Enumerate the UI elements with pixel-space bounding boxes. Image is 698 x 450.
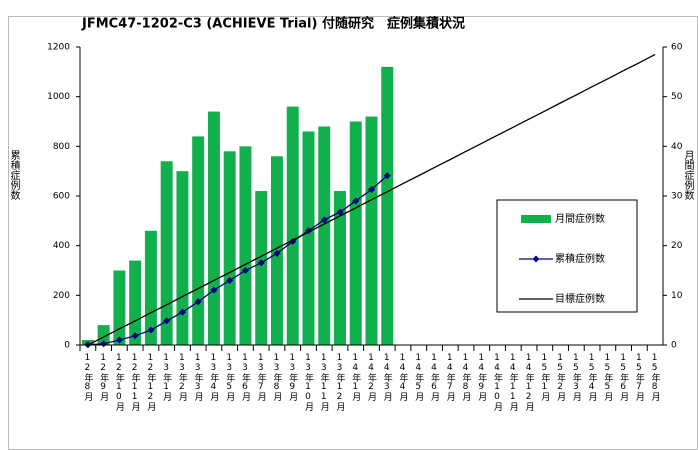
x-tick-label: 14年4月 <box>398 353 409 402</box>
point <box>383 172 391 180</box>
y-tick-label: 1000 <box>47 92 70 102</box>
legend-label: 目標症例数 <box>555 292 605 305</box>
chart-title: JFMC47-1202-C3 (ACHIEVE Trial) 付随研究 症例集積… <box>81 16 465 32</box>
point <box>147 326 155 334</box>
legend-label: 月間症例数 <box>555 212 605 225</box>
bar <box>349 121 362 345</box>
bar <box>129 260 142 345</box>
bar <box>192 136 205 345</box>
x-tick-label: 15年4月 <box>587 353 598 402</box>
bar <box>302 131 315 345</box>
x-tick-label: 12年8月 <box>82 353 93 402</box>
x-tick-label: 14年7月 <box>445 353 456 402</box>
point <box>178 308 186 316</box>
x-tick-label: 14年2月 <box>366 353 377 402</box>
point <box>320 216 328 224</box>
x-tick-label: 14年6月 <box>429 353 440 402</box>
x-tick-label: 13年4月 <box>208 353 219 402</box>
x-tick-label: 15年7月 <box>634 353 645 402</box>
line <box>87 53 656 346</box>
point <box>273 249 281 257</box>
bar <box>381 66 394 345</box>
y-tick-label: 200 <box>53 291 70 301</box>
x-tick-label: 13年1月 <box>161 353 172 402</box>
x-tick-label: 15年3月 <box>571 353 582 402</box>
bar <box>113 270 126 345</box>
x-tick-label: 13年10月 <box>303 353 314 412</box>
bar <box>255 191 268 345</box>
bar <box>333 191 346 345</box>
bar <box>144 230 157 345</box>
y2-axis-label: 月間症例数 <box>682 150 694 201</box>
bar <box>207 111 220 345</box>
x-tick-label: 13年9月 <box>287 353 298 402</box>
x-tick-label: 14年9月 <box>476 353 487 402</box>
y-tick-label: 600 <box>53 192 70 202</box>
x-tick-label: 15年5月 <box>602 353 613 402</box>
y2-tick-label: 0 <box>671 341 677 351</box>
x-tick-label: 14年8月 <box>461 353 472 402</box>
x-tick-label: 14年1月 <box>350 353 361 402</box>
x-tick-label: 12年11月 <box>130 353 141 412</box>
y-tick-label: 800 <box>53 142 70 152</box>
point <box>115 336 123 344</box>
point <box>163 317 171 325</box>
y-axis-label: 累積症例数 <box>8 150 20 201</box>
point <box>241 267 249 274</box>
x-tick-label: 14年10月 <box>492 353 503 412</box>
line <box>87 175 388 346</box>
x-tick-label: 13年11月 <box>319 353 330 412</box>
point <box>336 208 344 216</box>
x-tick-label: 13年2月 <box>177 353 188 402</box>
bar <box>365 116 378 346</box>
x-tick-label: 15年6月 <box>618 353 629 402</box>
x-tick-label: 12年9月 <box>98 353 109 402</box>
x-tick-label: 13年6月 <box>240 353 251 402</box>
x-tick-label: 14年12月 <box>524 353 535 412</box>
bar <box>97 325 110 345</box>
point <box>210 286 218 294</box>
bar <box>160 161 173 345</box>
x-tick-label: 12年10月 <box>114 353 125 412</box>
point <box>352 197 360 205</box>
y2-tick-label: 40 <box>671 142 683 152</box>
bar <box>223 151 236 345</box>
legend-swatch <box>521 215 551 223</box>
y-tick-label: 1200 <box>47 43 70 53</box>
x-tick-label: 12年12月 <box>145 353 156 412</box>
x-tick-label: 15年1月 <box>539 353 550 402</box>
x-tick-label: 14年3月 <box>382 353 393 402</box>
y2-tick-label: 30 <box>671 192 683 202</box>
point <box>100 340 108 348</box>
x-tick-label: 15年8月 <box>650 353 661 402</box>
y-tick-label: 0 <box>64 341 70 351</box>
point <box>368 186 375 194</box>
bar <box>286 106 299 345</box>
point <box>257 259 265 267</box>
point <box>131 332 139 340</box>
x-tick-label: 15年2月 <box>555 353 566 402</box>
point <box>194 298 202 306</box>
y2-tick-label: 50 <box>671 92 683 102</box>
legend-label: 累積症例数 <box>555 252 605 265</box>
x-tick-label: 13年3月 <box>193 353 204 402</box>
y-tick-label: 400 <box>53 241 70 251</box>
y2-tick-label: 60 <box>671 43 683 53</box>
x-tick-label: 13年7月 <box>256 353 267 402</box>
x-tick-label: 13年5月 <box>224 353 235 402</box>
x-tick-label: 13年12月 <box>334 353 345 412</box>
point <box>226 276 234 284</box>
bar <box>318 126 331 345</box>
bar <box>176 171 189 345</box>
x-tick-label: 14年5月 <box>413 353 424 402</box>
y2-tick-label: 20 <box>671 241 683 251</box>
x-tick-label: 13年8月 <box>271 353 282 402</box>
bar <box>239 146 252 345</box>
legend-box <box>496 199 638 313</box>
legend-marker <box>532 255 540 263</box>
x-tick-label: 14年11月 <box>508 353 519 412</box>
y2-tick-label: 10 <box>671 291 683 301</box>
